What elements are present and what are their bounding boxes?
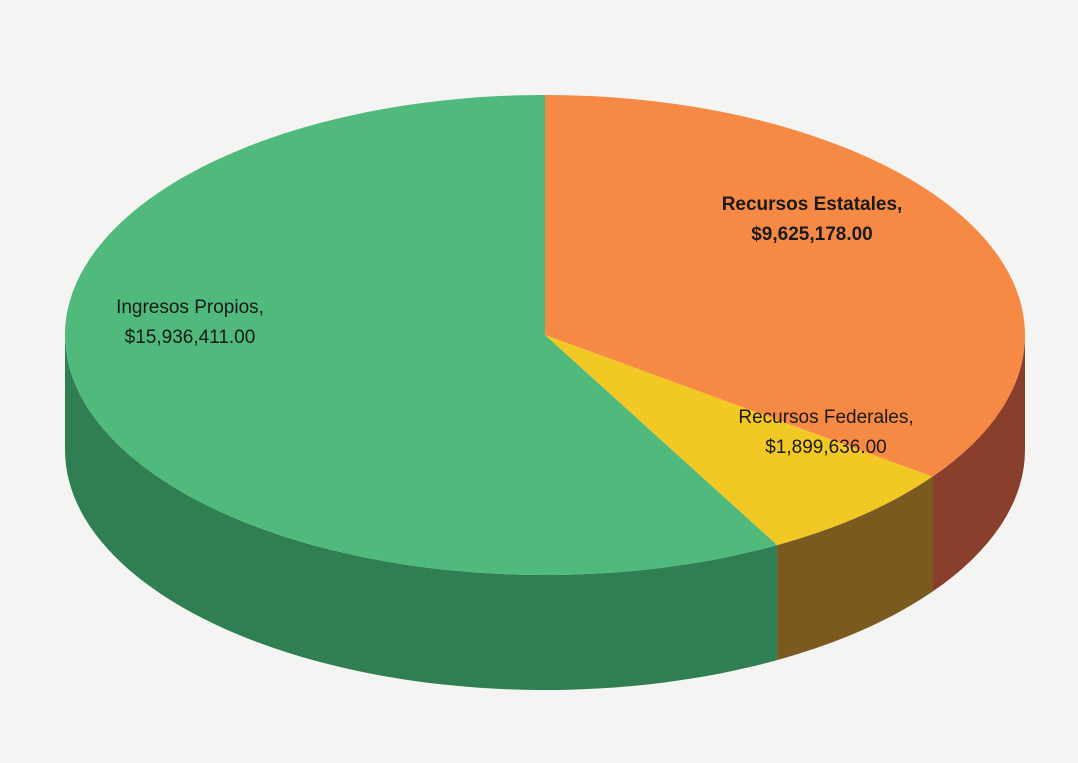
data-label-value: $15,936,411.00 [125, 327, 256, 348]
data-label-name: Ingresos Propios, [116, 297, 264, 318]
slice [65, 95, 778, 575]
slice-side [932, 335, 1025, 592]
slice-side [777, 476, 933, 661]
slice [545, 335, 933, 546]
data-label-value: $9,625,178.00 [751, 224, 873, 245]
slice-side [65, 335, 778, 690]
data-label-name: Recursos Estatales, [722, 194, 903, 215]
data-label-name: Recursos Federales, [738, 407, 913, 428]
slice [545, 95, 1026, 477]
data-label-value: $1,899,636.00 [765, 437, 887, 458]
